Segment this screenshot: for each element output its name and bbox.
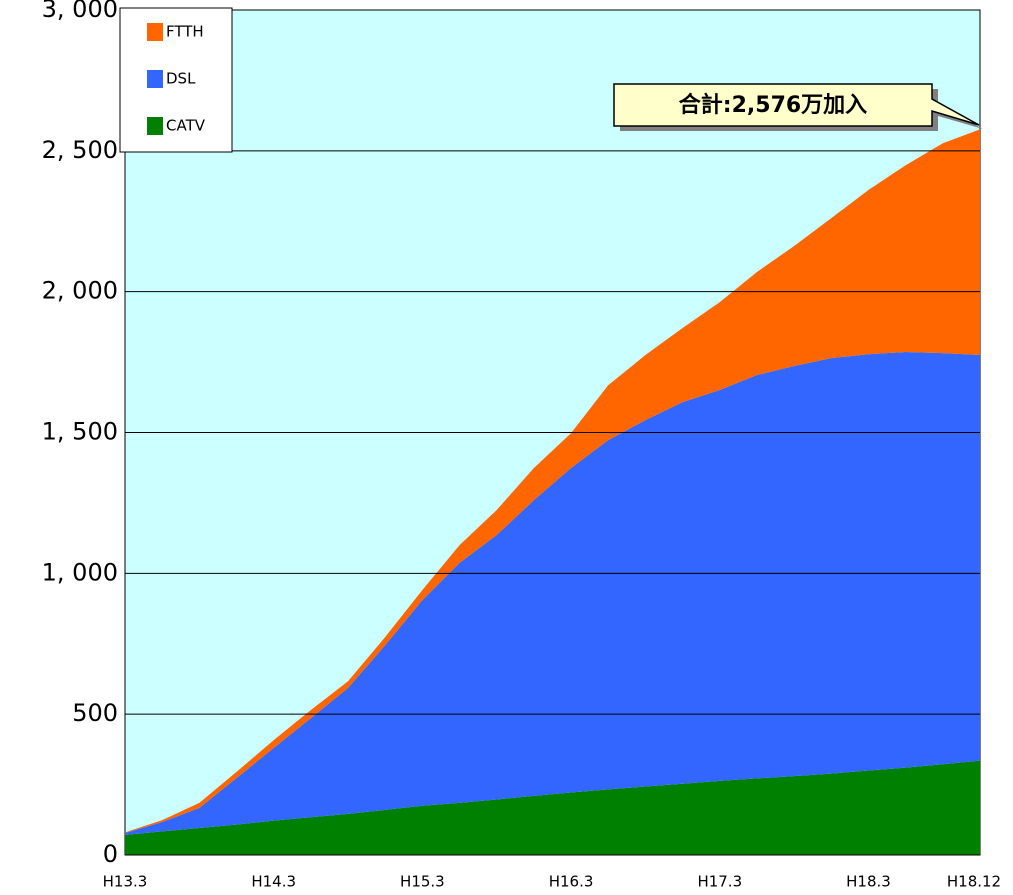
- legend: FTTH DSL CATV: [119, 7, 233, 153]
- x-tick-label: H17.3: [697, 873, 742, 891]
- x-tick-label: H14.3: [251, 873, 296, 891]
- legend-label: FTTH: [166, 23, 204, 41]
- callout: 合計:2,576万加入: [613, 83, 983, 131]
- x-tick-label: H13.3: [103, 873, 148, 891]
- x-tick-label: H18.3: [846, 873, 891, 891]
- legend-swatch: [147, 70, 163, 88]
- y-tick-label: 1, 000: [42, 558, 118, 586]
- area-ftth: [125, 129, 980, 834]
- y-tick-label: 1, 500: [42, 418, 118, 446]
- legend-swatch: [147, 23, 163, 41]
- legend-box: [119, 7, 233, 153]
- y-tick-label: 2, 500: [42, 136, 118, 164]
- annotation: 合計:2,576万加入: [679, 92, 867, 118]
- callout-box: [613, 83, 980, 127]
- y-tick-label: 500: [72, 699, 118, 727]
- legend-label: DSL: [166, 70, 196, 88]
- y-tick-label: 2, 000: [42, 277, 118, 305]
- area-catv: [125, 760, 980, 855]
- x-tick-label: H15.3: [400, 873, 445, 891]
- y-tick-label: 3, 000: [42, 0, 118, 23]
- x-tick-label: H16.3: [549, 873, 594, 891]
- y-tick-label: 0: [103, 840, 118, 868]
- legend-label: CATV: [166, 117, 206, 135]
- x-tick-label: H18.12: [947, 873, 1001, 891]
- legend-swatch: [147, 117, 163, 135]
